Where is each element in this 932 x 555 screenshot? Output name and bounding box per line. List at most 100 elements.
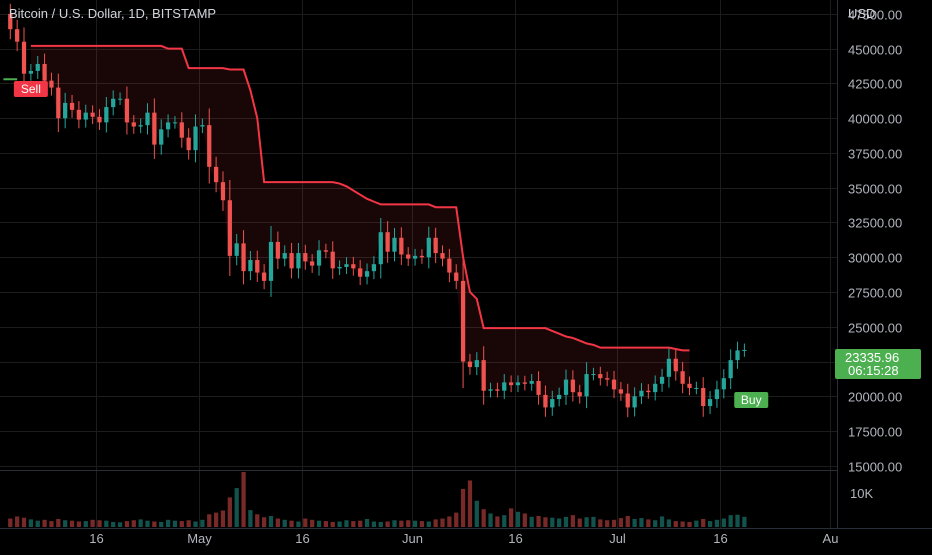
currency-label[interactable]: USD — [848, 6, 875, 21]
candle-body — [522, 382, 527, 384]
x-tick-label: Au — [823, 531, 839, 546]
volume-bar — [262, 517, 267, 527]
volume-bar — [721, 518, 726, 527]
volume-bar — [186, 520, 191, 527]
x-tick-label: May — [187, 531, 212, 546]
candle-body — [15, 29, 20, 42]
candle-body — [234, 243, 239, 256]
volume-bar — [605, 520, 610, 527]
candle-body — [337, 266, 342, 269]
candle-body — [563, 379, 569, 395]
volume-bar — [680, 521, 685, 527]
volume-bar — [529, 516, 534, 527]
volume-bar — [145, 520, 150, 527]
volume-bar — [165, 519, 171, 527]
candle-body — [447, 258, 452, 273]
candle-body — [605, 378, 610, 380]
candle-body — [529, 381, 534, 384]
volume-bar — [598, 519, 603, 527]
candle-body — [296, 253, 301, 269]
volume-bar — [577, 518, 582, 527]
candle-body — [728, 360, 733, 379]
sell-signal-label: Sell — [21, 82, 41, 96]
volume-bar — [241, 472, 246, 527]
volume-axis-label: 10K — [850, 486, 873, 501]
y-tick-label: 37500.00 — [848, 147, 902, 162]
candle-body — [131, 122, 136, 127]
volume-bar — [447, 516, 452, 527]
candle-body — [275, 241, 280, 259]
candle-body — [632, 396, 637, 408]
candle-body — [303, 253, 308, 262]
candle-body — [159, 129, 164, 145]
candle-body — [557, 394, 562, 400]
candle-body — [666, 358, 672, 377]
candle-body — [76, 109, 82, 120]
sell-signal[interactable]: Sell — [13, 81, 48, 97]
volume-bar — [255, 514, 260, 527]
volume-bar — [193, 521, 198, 527]
trend-fill-area — [30, 45, 690, 408]
candle-body — [694, 387, 699, 389]
volume-bar — [536, 516, 541, 527]
x-tick-label: Jul — [609, 531, 626, 546]
volume-bar — [522, 513, 527, 527]
volume-bar — [543, 517, 548, 527]
volume-bar — [200, 519, 205, 527]
volume-bar — [426, 521, 431, 527]
candle-body — [344, 264, 349, 267]
volume-bar — [234, 488, 239, 527]
candle-body — [570, 379, 575, 393]
candle-body — [412, 255, 418, 259]
bar-countdown: 06:15:28 — [848, 363, 899, 378]
candle-body — [474, 360, 479, 368]
volume-bar — [467, 480, 473, 527]
buy-signal[interactable]: Buy — [734, 392, 769, 408]
volume-bar — [673, 521, 678, 527]
y-tick-label: 27500.00 — [848, 286, 902, 301]
volume-bar — [735, 514, 740, 527]
candle-body — [502, 382, 507, 391]
candle-body — [42, 63, 47, 81]
volume-bar — [152, 521, 157, 527]
volume-bar — [97, 520, 102, 527]
candle-body — [193, 126, 198, 151]
volume-bar — [316, 520, 322, 527]
candle-body — [69, 102, 75, 110]
candle-body — [282, 253, 287, 259]
volume-bar — [659, 516, 665, 527]
volume-bar — [728, 515, 733, 527]
candle-body — [323, 250, 329, 252]
candle-body — [646, 390, 651, 393]
candle-body — [262, 272, 267, 281]
volume-bar — [419, 521, 425, 527]
candle-body — [653, 383, 658, 393]
candle-body — [419, 255, 425, 258]
candle-body — [707, 399, 713, 407]
candle-body — [714, 389, 720, 400]
volume-bar — [502, 515, 507, 527]
candle-body — [680, 371, 685, 384]
candle-body — [200, 125, 205, 127]
candle-body — [673, 358, 678, 372]
buy-signal-label: Buy — [741, 393, 762, 407]
volume-bar — [694, 520, 699, 527]
volume-bar — [282, 519, 287, 527]
volume-bar — [454, 512, 459, 527]
candle-body — [124, 98, 130, 123]
candle-body — [721, 378, 726, 390]
volume-bar — [364, 518, 370, 527]
volume-bar — [344, 520, 349, 527]
y-tick-label: 25000.00 — [848, 321, 902, 336]
candle-body — [97, 116, 102, 123]
volume-bar — [28, 519, 33, 527]
volume-bar — [351, 521, 356, 527]
volume-bar — [666, 519, 672, 527]
candle-body — [735, 350, 740, 361]
candle-body — [515, 382, 521, 386]
candle-body — [508, 382, 514, 386]
y-tick-label: 30000.00 — [848, 251, 902, 266]
candle-body — [584, 374, 589, 397]
